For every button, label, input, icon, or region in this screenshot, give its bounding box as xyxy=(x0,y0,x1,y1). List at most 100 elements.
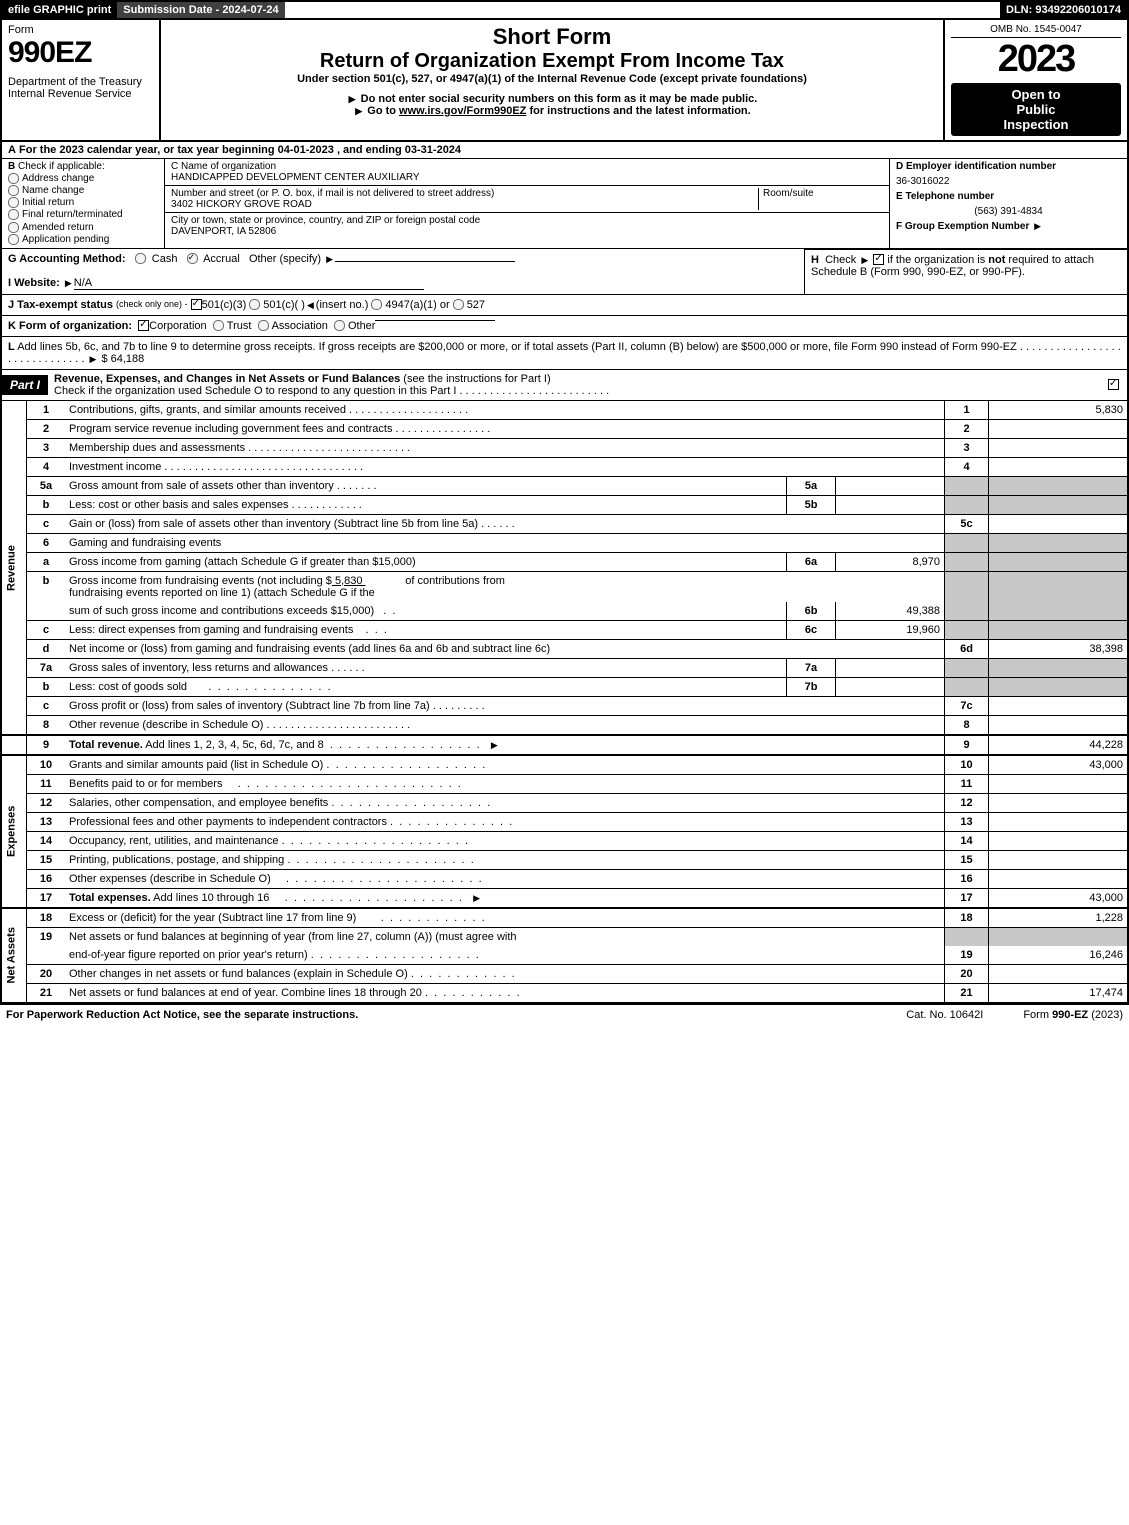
b-header: Check if applicable: xyxy=(18,161,105,172)
line-5a: 5a Gross amount from sale of assets othe… xyxy=(1,476,1128,495)
line-19-cont: end-of-year figure reported on prior yea… xyxy=(1,946,1128,965)
cb-name-change[interactable]: Name change xyxy=(8,185,158,196)
line-11: 11 Benefits paid to or for members . . .… xyxy=(1,774,1128,793)
cb-4947[interactable] xyxy=(371,299,382,310)
form-word: Form xyxy=(8,24,153,36)
omb-number: OMB No. 1545-0047 xyxy=(951,24,1121,38)
line-3: 3 Membership dues and assessments . . . … xyxy=(1,438,1128,457)
cb-accrual[interactable] xyxy=(187,253,198,264)
footer-left: For Paperwork Reduction Act Notice, see … xyxy=(6,1009,358,1021)
line-4: 4 Investment income . . . . . . . . . . … xyxy=(1,457,1128,476)
line-14: 14 Occupancy, rent, utilities, and maint… xyxy=(1,831,1128,850)
section-def: D Employer identification number 36-3016… xyxy=(890,159,1127,248)
cb-initial-return[interactable]: Initial return xyxy=(8,197,158,208)
cb-501c[interactable] xyxy=(249,299,260,310)
l-text: Add lines 5b, 6c, and 7b to line 9 to de… xyxy=(17,341,1017,353)
line-10: Expenses 10 Grants and similar amounts p… xyxy=(1,755,1128,775)
line-9: 9 Total revenue. Add lines 1, 2, 3, 4, 5… xyxy=(1,735,1128,755)
line-6c: c Less: direct expenses from gaming and … xyxy=(1,620,1128,639)
city-value: DAVENPORT, IA 52806 xyxy=(171,226,276,237)
cb-corporation[interactable] xyxy=(138,320,149,331)
line-6b-cont: sum of such gross income and contributio… xyxy=(1,602,1128,621)
part1-title: Revenue, Expenses, and Changes in Net As… xyxy=(48,370,1108,400)
line-13: 13 Professional fees and other payments … xyxy=(1,812,1128,831)
group-label: F Group Exemption Number xyxy=(896,221,1029,232)
vert-expenses: Expenses xyxy=(1,755,27,908)
section-j: J Tax-exempt status (check only one) - 5… xyxy=(0,295,1129,316)
cb-h[interactable] xyxy=(873,254,884,265)
section-a: A For the 2023 calendar year, or tax yea… xyxy=(0,142,1129,159)
line-5b: b Less: cost or other basis and sales ex… xyxy=(1,495,1128,514)
label-j: J Tax-exempt status xyxy=(8,299,113,311)
short-form-title: Short Form xyxy=(167,24,937,50)
phone-value: (563) 391-4834 xyxy=(896,206,1121,217)
line-5c: c Gain or (loss) from sale of assets oth… xyxy=(1,514,1128,533)
label-b: B xyxy=(8,161,15,172)
page-footer: For Paperwork Reduction Act Notice, see … xyxy=(0,1003,1129,1025)
line-7b: b Less: cost of goods sold . . . . . . .… xyxy=(1,677,1128,696)
line-6a: a Gross income from gaming (attach Sched… xyxy=(1,552,1128,571)
efile-label[interactable]: efile GRAPHIC print xyxy=(2,2,117,18)
part1-check-text: Check if the organization used Schedule … xyxy=(54,385,456,397)
line-21: 21 Net assets or fund balances at end of… xyxy=(1,983,1128,1002)
org-name-label: C Name of organization xyxy=(171,161,276,172)
section-h: H Check if the organization is not requi… xyxy=(804,249,1129,295)
header-bar: efile GRAPHIC print Submission Date - 20… xyxy=(0,0,1129,20)
line-18: Net Assets 18 Excess or (deficit) for th… xyxy=(1,908,1128,928)
part1-header-row: Part I Revenue, Expenses, and Changes in… xyxy=(0,370,1129,401)
cb-other[interactable] xyxy=(334,320,345,331)
line-2: 2 Program service revenue including gove… xyxy=(1,419,1128,438)
line-8: 8 Other revenue (describe in Schedule O)… xyxy=(1,715,1128,735)
cb-association[interactable] xyxy=(258,320,269,331)
section-a-text: For the 2023 calendar year, or tax year … xyxy=(19,144,461,156)
cb-application-pending[interactable]: Application pending xyxy=(8,234,158,245)
line-16: 16 Other expenses (describe in Schedule … xyxy=(1,869,1128,888)
line-19: 19 Net assets or fund balances at beginn… xyxy=(1,927,1128,946)
line-7c: c Gross profit or (loss) from sales of i… xyxy=(1,696,1128,715)
website-value: N/A xyxy=(74,277,92,289)
cb-cash[interactable] xyxy=(135,253,146,264)
line-17: 17 Total expenses. Add lines 10 through … xyxy=(1,888,1128,908)
ein-label: D Employer identification number xyxy=(896,161,1056,172)
lines-table: Revenue 1 Contributions, gifts, grants, … xyxy=(0,401,1129,1003)
footer-center: Cat. No. 10642I xyxy=(906,1009,983,1021)
street-row: Number and street (or P. O. box, if mail… xyxy=(165,186,889,213)
subtitle-3: Go to www.irs.gov/Form990EZ for instruct… xyxy=(167,105,937,117)
submission-date: Submission Date - 2024-07-24 xyxy=(117,2,284,18)
room-label: Room/suite xyxy=(763,188,814,199)
line-6b: b Gross income from fundraising events (… xyxy=(1,571,1128,602)
cb-final-return[interactable]: Final return/terminated xyxy=(8,209,158,220)
l-value: $ 64,188 xyxy=(101,353,144,365)
vert-revenue: Revenue xyxy=(1,401,27,735)
cb-address-change[interactable]: Address change xyxy=(8,173,158,184)
cb-527[interactable] xyxy=(453,299,464,310)
org-name-row: C Name of organization HANDICAPPED DEVEL… xyxy=(165,159,889,186)
cb-501c3[interactable] xyxy=(191,299,202,310)
label-g: G Accounting Method: xyxy=(8,253,126,265)
part1-label: Part I xyxy=(2,375,48,395)
subtitle-1: Under section 501(c), 527, or 4947(a)(1)… xyxy=(167,73,937,85)
title-block: Form 990EZ Department of the TreasuryInt… xyxy=(0,20,1129,142)
footer-right: Form 990-EZ (2023) xyxy=(1023,1009,1123,1021)
line-15: 15 Printing, publications, postage, and … xyxy=(1,850,1128,869)
section-l: L Add lines 5b, 6c, and 7b to line 9 to … xyxy=(0,337,1129,370)
form-number: 990EZ xyxy=(8,36,153,70)
city-label: City or town, state or province, country… xyxy=(171,215,480,226)
cb-amended-return[interactable]: Amended return xyxy=(8,222,158,233)
ein-value: 36-3016022 xyxy=(896,176,1121,187)
label-l: L xyxy=(8,341,15,353)
section-gh: G Accounting Method: Cash Accrual Other … xyxy=(0,249,1129,295)
street-label: Number and street (or P. O. box, if mail… xyxy=(171,188,494,199)
cb-trust[interactable] xyxy=(213,320,224,331)
cb-part1-scho[interactable] xyxy=(1108,379,1119,390)
city-row: City or town, state or province, country… xyxy=(165,213,889,239)
line-12: 12 Salaries, other compensation, and emp… xyxy=(1,793,1128,812)
label-h: H xyxy=(811,254,819,266)
vert-netassets: Net Assets xyxy=(1,908,27,1003)
section-c: C Name of organization HANDICAPPED DEVEL… xyxy=(165,159,890,248)
label-i: I Website: xyxy=(8,277,60,289)
main-title: Return of Organization Exempt From Incom… xyxy=(167,50,937,73)
line-7a: 7a Gross sales of inventory, less return… xyxy=(1,658,1128,677)
title-center: Short Form Return of Organization Exempt… xyxy=(161,20,945,140)
section-k: K Form of organization: Corporation Trus… xyxy=(0,316,1129,337)
